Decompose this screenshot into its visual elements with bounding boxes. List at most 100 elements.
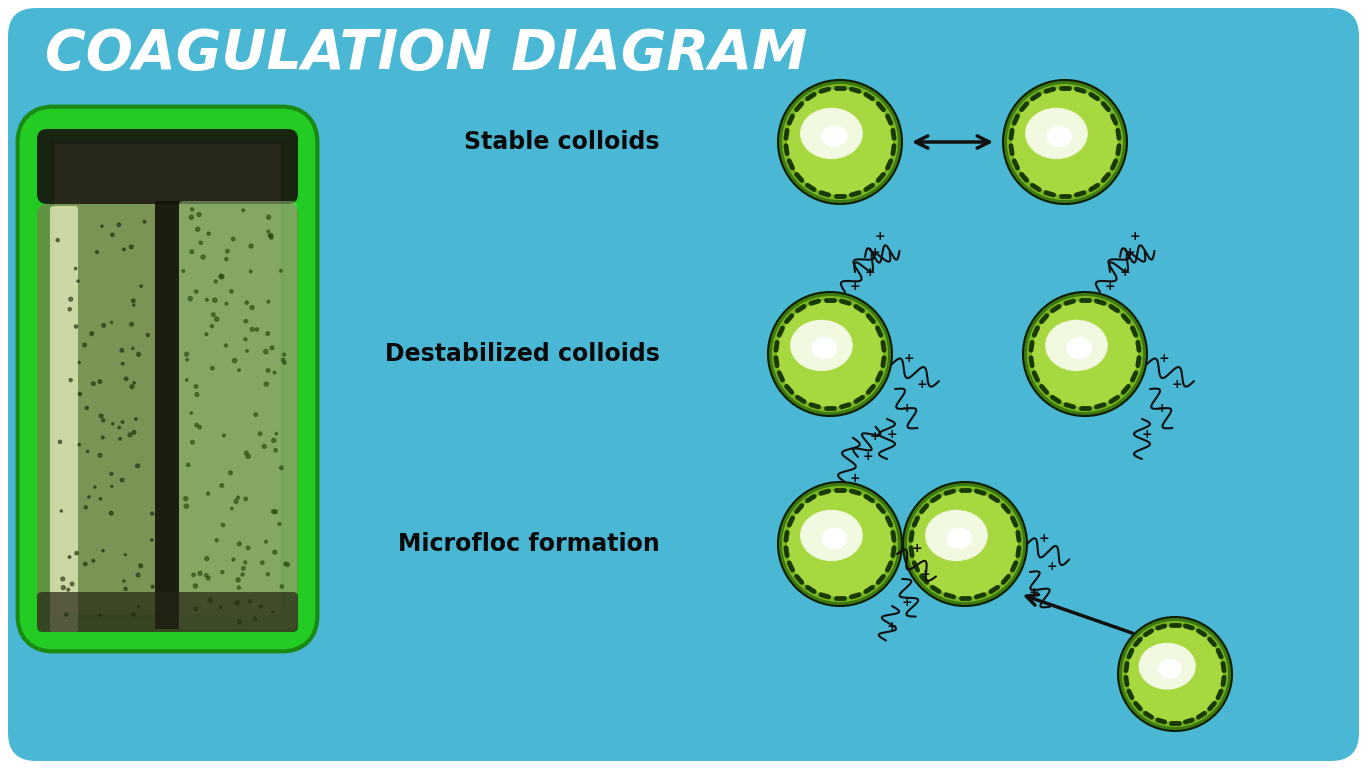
Ellipse shape: [1122, 621, 1228, 727]
Ellipse shape: [787, 491, 893, 597]
Point: [176, 374, 198, 386]
Point: [241, 323, 262, 335]
Point: [101, 481, 123, 493]
Point: [51, 505, 72, 518]
Point: [235, 297, 257, 309]
Point: [261, 341, 283, 354]
Point: [68, 356, 90, 368]
Point: [239, 595, 261, 608]
Point: [264, 366, 286, 378]
Ellipse shape: [904, 482, 1027, 606]
Ellipse shape: [778, 80, 902, 204]
Point: [122, 381, 144, 393]
Point: [195, 294, 217, 306]
Point: [241, 301, 262, 314]
Point: [89, 493, 111, 505]
Ellipse shape: [790, 320, 853, 371]
Point: [232, 204, 254, 216]
Point: [265, 444, 287, 457]
Point: [223, 554, 245, 566]
Point: [216, 253, 238, 265]
Point: [201, 320, 223, 332]
Point: [206, 534, 228, 547]
Ellipse shape: [912, 491, 1018, 597]
Point: [197, 572, 219, 584]
Point: [211, 270, 232, 282]
Point: [68, 388, 90, 400]
Point: [175, 500, 197, 512]
Point: [250, 601, 272, 613]
Ellipse shape: [772, 296, 889, 412]
Point: [211, 479, 232, 491]
Point: [108, 218, 130, 231]
Ellipse shape: [1139, 643, 1196, 690]
Point: [74, 558, 96, 570]
Point: [262, 606, 284, 618]
Point: [180, 211, 202, 224]
Point: [82, 554, 104, 567]
Point: [93, 319, 115, 331]
Point: [206, 313, 228, 325]
Point: [189, 208, 211, 221]
Point: [212, 566, 234, 578]
Text: +: +: [863, 451, 874, 464]
Point: [115, 548, 137, 561]
Point: [137, 329, 159, 341]
Point: [260, 229, 282, 241]
Ellipse shape: [1047, 125, 1072, 147]
Ellipse shape: [1023, 292, 1147, 416]
Text: +: +: [1029, 585, 1039, 598]
Ellipse shape: [925, 510, 988, 561]
Point: [271, 461, 293, 474]
Point: [123, 608, 145, 621]
Point: [195, 569, 217, 581]
Point: [75, 401, 97, 414]
Ellipse shape: [1032, 301, 1137, 407]
Point: [220, 285, 242, 298]
Text: +: +: [869, 431, 880, 444]
Point: [130, 560, 152, 572]
Point: [271, 581, 293, 593]
Text: COAGULATION DIAGRAM: COAGULATION DIAGRAM: [45, 27, 808, 81]
Point: [92, 220, 113, 232]
FancyBboxPatch shape: [51, 206, 78, 632]
Point: [189, 568, 211, 580]
Point: [59, 303, 81, 315]
Point: [228, 581, 250, 594]
Point: [201, 362, 223, 375]
Point: [252, 557, 273, 569]
Point: [228, 364, 250, 376]
Ellipse shape: [1025, 108, 1088, 159]
Point: [52, 573, 74, 585]
Point: [101, 228, 123, 241]
Point: [200, 594, 221, 607]
Point: [261, 231, 283, 244]
Ellipse shape: [782, 486, 898, 602]
Point: [120, 318, 142, 331]
Point: [185, 381, 206, 393]
Text: Stable colloids: Stable colloids: [465, 130, 660, 154]
Point: [228, 538, 250, 550]
Point: [67, 275, 89, 288]
Point: [59, 551, 81, 563]
Point: [100, 468, 122, 480]
Point: [55, 608, 77, 621]
Point: [216, 245, 238, 258]
Point: [127, 569, 149, 581]
Point: [278, 558, 299, 571]
Point: [205, 275, 227, 288]
Point: [122, 295, 144, 307]
Point: [112, 358, 134, 370]
Point: [127, 348, 149, 361]
Point: [180, 407, 202, 419]
Point: [238, 450, 260, 462]
Point: [134, 215, 156, 228]
Point: [60, 374, 82, 386]
Point: [260, 229, 282, 241]
Point: [228, 616, 250, 628]
Text: +: +: [850, 281, 860, 294]
Point: [272, 354, 294, 366]
Text: +: +: [1039, 532, 1050, 545]
Point: [124, 413, 146, 425]
Text: +: +: [902, 595, 912, 608]
